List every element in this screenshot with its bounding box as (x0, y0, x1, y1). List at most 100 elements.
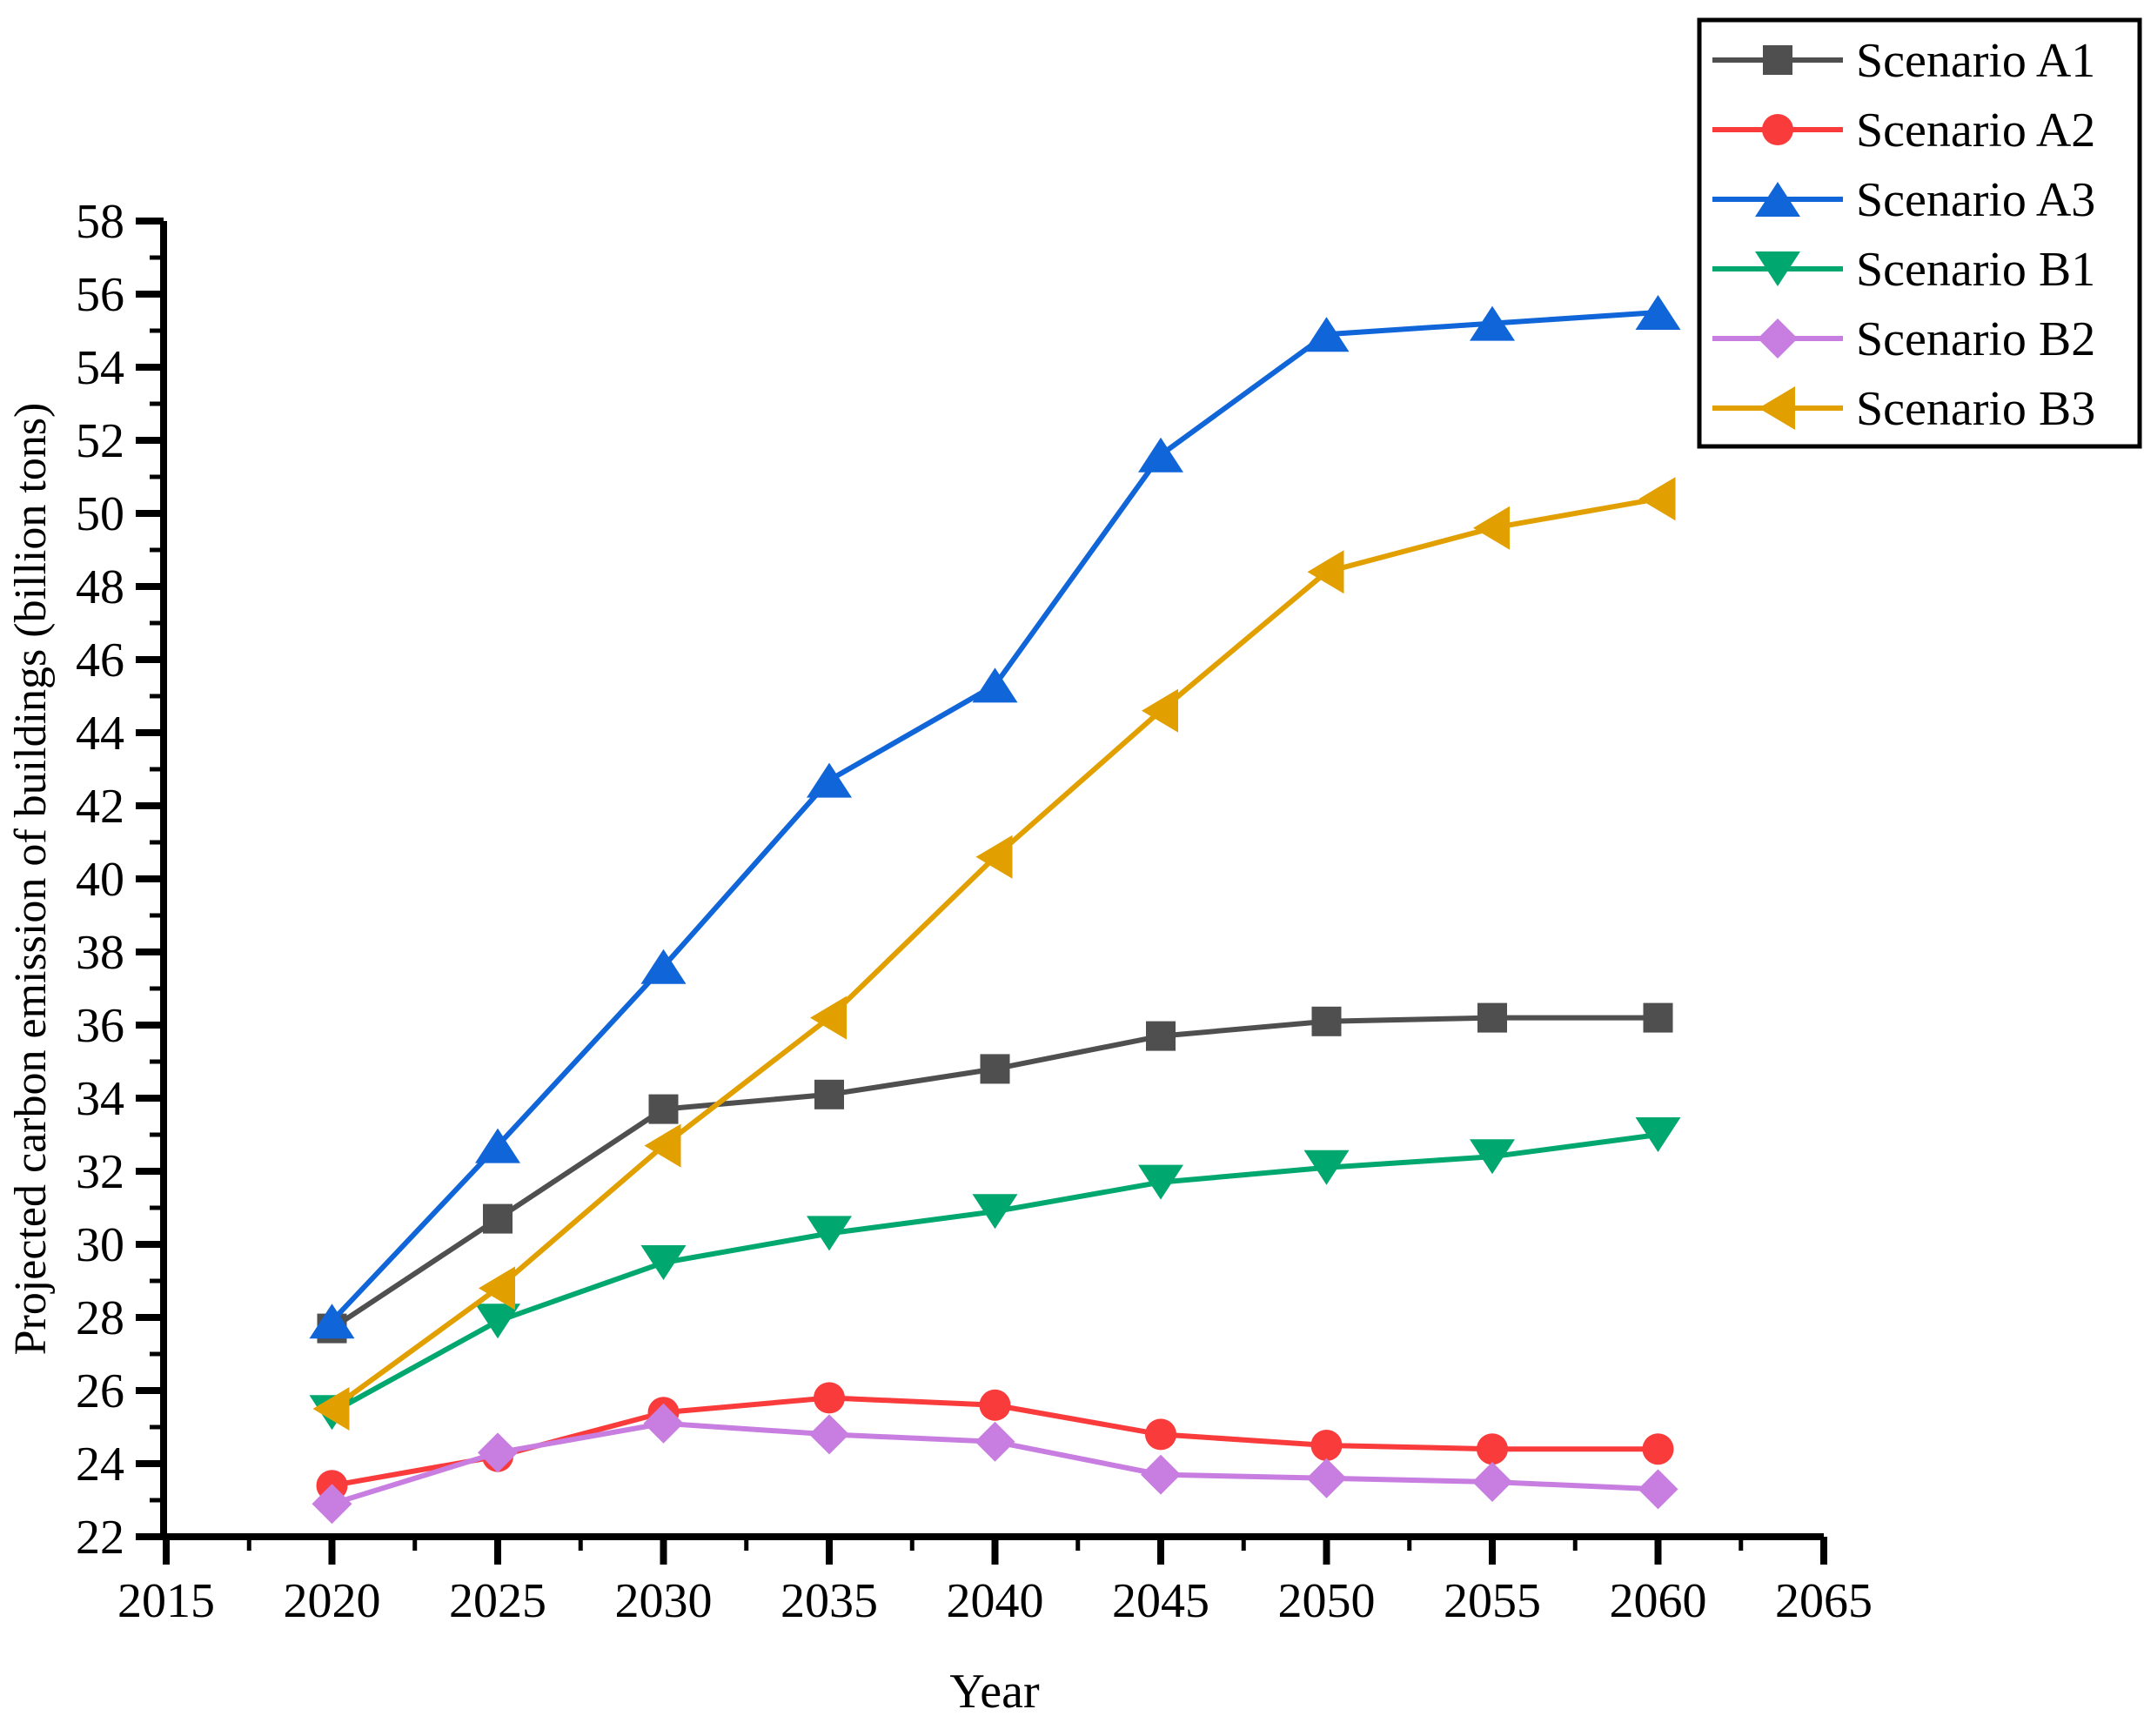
y-tick-label: 28 (76, 1291, 124, 1345)
scenario-a2-marker (1477, 1433, 1508, 1465)
scenario-b2-marker (478, 1432, 518, 1473)
legend: Scenario A1 Scenario A2 Scenario A3 Scenari… (1697, 17, 2142, 449)
scenario-a2-marker (1642, 1433, 1674, 1465)
scenario-a3-marker (475, 1128, 520, 1163)
legend-circle-icon (1762, 114, 1793, 145)
legend-triangle-left-icon (1759, 386, 1795, 430)
y-tick-label: 50 (76, 487, 124, 541)
y-tick-label: 38 (76, 926, 124, 980)
y-tick-label: 22 (76, 1511, 124, 1565)
scenario-b1-marker (1303, 1150, 1350, 1185)
scenario-a2-marker (814, 1382, 845, 1414)
scenario-a2-marker (1310, 1430, 1343, 1461)
legend-label: Scenario B1 (1856, 243, 2095, 297)
x-tick-label: 2040 (947, 1574, 1044, 1628)
scenario-a3-marker (1303, 317, 1350, 352)
x-tick-label: 2020 (284, 1574, 381, 1628)
legend-label: Scenario B2 (1856, 312, 2095, 366)
scenario-a1-marker (1643, 1002, 1673, 1033)
scenario-a1-marker (1146, 1021, 1176, 1051)
y-tick-label: 36 (76, 999, 124, 1053)
scenario-b1-marker (972, 1194, 1018, 1230)
scenario-a1-marker (1311, 1006, 1342, 1036)
x-tick-label: 2035 (781, 1574, 878, 1628)
scenario-a2-marker (979, 1389, 1011, 1421)
scenario-b3-marker (975, 834, 1013, 879)
scenario-b2-marker (1638, 1469, 1678, 1510)
scenario-b2-marker (975, 1421, 1015, 1462)
x-tick-label: 2015 (117, 1574, 215, 1628)
x-tick-label: 2025 (449, 1574, 546, 1628)
scenario-a3-line (330, 310, 1658, 1324)
series-scenario-a3 (309, 295, 1681, 1339)
scenario-b1-marker (1470, 1139, 1515, 1175)
y-tick-label: 32 (76, 1145, 124, 1199)
legend-square-icon (1763, 45, 1792, 75)
y-tick-label: 34 (76, 1072, 124, 1126)
scenario-a1-marker (648, 1094, 679, 1124)
legend-box (1697, 17, 2142, 449)
scenario-b2-marker (1141, 1454, 1181, 1495)
y-tick-label: 44 (76, 707, 124, 761)
legend-label: Scenario A3 (1856, 173, 2095, 227)
series-scenario-a1 (317, 1002, 1673, 1344)
legend-entry-scenario-a2: Scenario A2 (1712, 104, 2095, 158)
legend-entry-scenario-b1: Scenario B1 (1712, 243, 2095, 297)
x-tick-label: 2050 (1278, 1574, 1376, 1628)
scenario-b3-marker (1142, 688, 1178, 733)
scenario-b3-marker (312, 1387, 350, 1431)
series-scenario-b1 (309, 1117, 1681, 1431)
x-tick-label: 2065 (1775, 1574, 1873, 1628)
scenario-b2-marker (1306, 1458, 1347, 1498)
scenario-a3-marker (972, 667, 1018, 703)
y-tick-label: 40 (76, 853, 124, 907)
axes: 2015 2020 2025 2030 2035 2040 2045 2050 2055 2060… (76, 195, 1873, 1628)
scenario-b3-line (330, 496, 1659, 1411)
legend-entry-scenario-b3: Scenario B3 (1712, 382, 2095, 436)
scenario-b3-marker (810, 995, 847, 1040)
legend-entry-scenario-a3: Scenario A3 (1712, 173, 2095, 227)
scenario-a3-marker (640, 948, 687, 984)
scenario-a3-marker (1635, 295, 1681, 330)
y-tick-label: 52 (76, 414, 124, 468)
scenario-a1-marker (980, 1054, 1010, 1084)
series-scenario-b3 (312, 477, 1676, 1431)
scenario-a2-marker (1145, 1418, 1176, 1451)
x-tick-label: 2045 (1112, 1574, 1209, 1628)
scenario-b1-marker (1635, 1117, 1681, 1152)
scenario-a1-marker (814, 1079, 844, 1109)
y-tick-label: 58 (76, 195, 124, 249)
y-tick-label: 30 (76, 1218, 124, 1272)
y-tick-label: 24 (76, 1438, 124, 1491)
scenario-b2-marker (312, 1484, 352, 1525)
y-tick-label: 26 (76, 1364, 124, 1418)
legend-label: Scenario A1 (1856, 34, 2095, 88)
scenario-b3-marker (1638, 477, 1676, 521)
scenario-b3-marker (1307, 550, 1344, 594)
scenario-b1-marker (640, 1245, 687, 1280)
scenario-a3-marker (309, 1304, 355, 1339)
legend-label: Scenario B3 (1856, 382, 2095, 436)
scenario-b1-marker (1138, 1164, 1183, 1200)
x-tick-label: 2030 (615, 1574, 713, 1628)
scenario-b1-line (331, 1132, 1658, 1415)
scenario-a3-marker (1470, 305, 1515, 341)
legend-entry-scenario-a1: Scenario A1 (1712, 34, 2095, 88)
legend-triangle-up-icon (1755, 182, 1800, 217)
x-tick-label: 2060 (1610, 1574, 1707, 1628)
scenario-b2-marker (809, 1414, 849, 1455)
scenario-a3-marker (807, 762, 852, 798)
y-tick-label: 42 (76, 780, 124, 834)
scenario-b3-marker (1473, 506, 1510, 550)
legend-entry-scenario-b2: Scenario B2 (1712, 312, 2095, 366)
scenario-b2-marker (643, 1403, 684, 1444)
y-tick-label: 54 (76, 341, 124, 395)
y-axis-title: Projected carbon emission of buildings (… (6, 403, 56, 1356)
scenario-a1-marker (1477, 1002, 1507, 1033)
scenario-a3-marker (1138, 437, 1183, 473)
scenario-a1-marker (483, 1203, 513, 1234)
y-tick-label: 48 (76, 560, 124, 614)
scenario-b1-marker (475, 1304, 520, 1339)
